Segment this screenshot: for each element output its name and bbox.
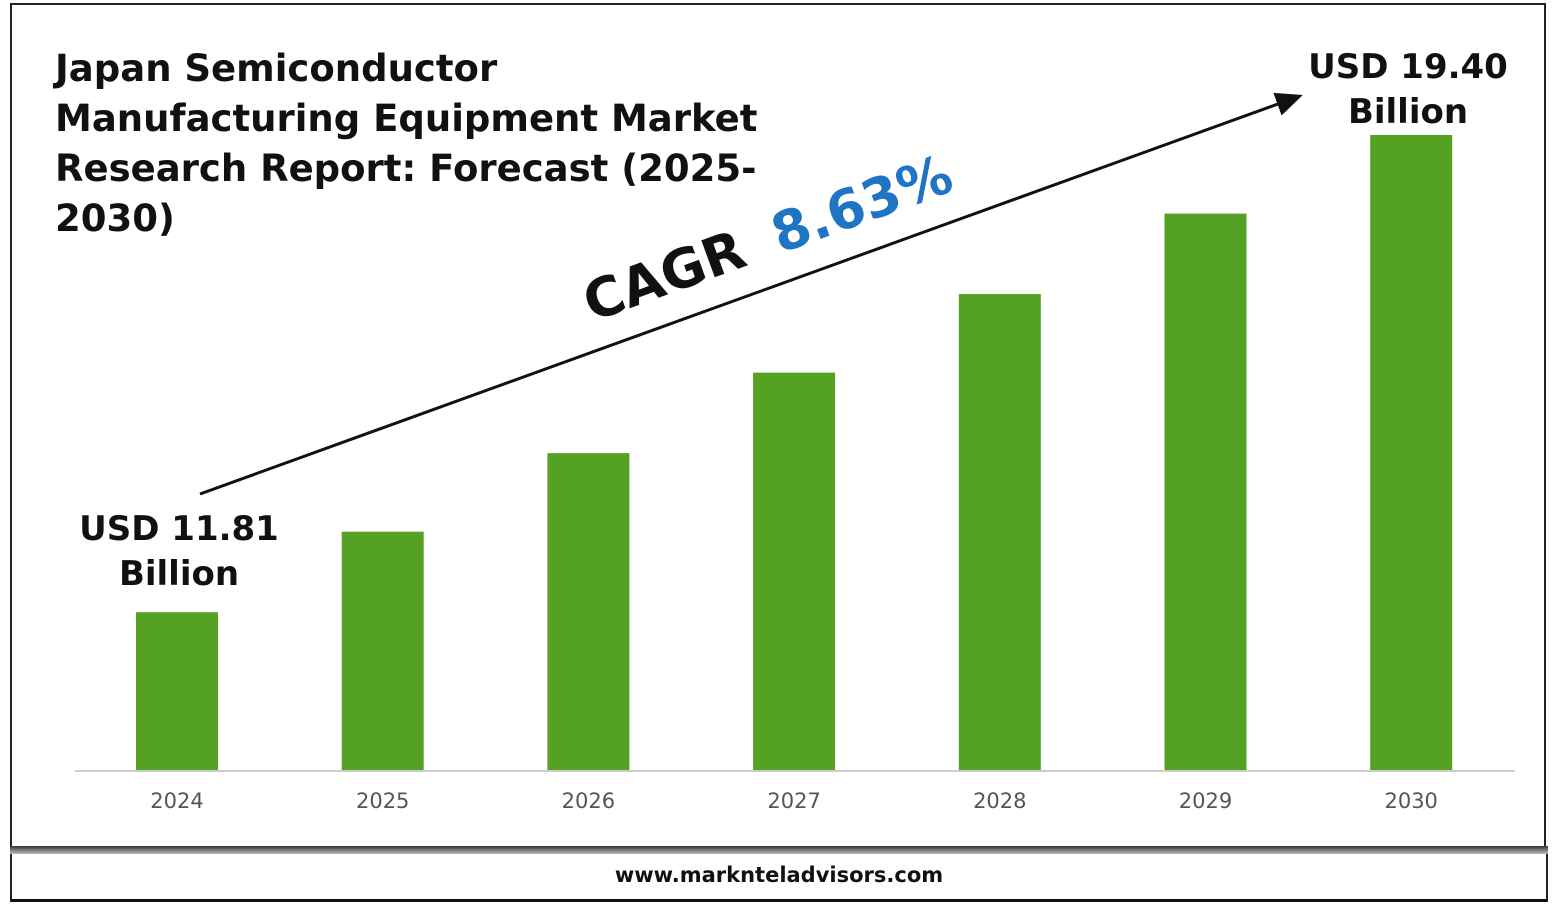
x-tick-label: 2028 <box>973 789 1026 813</box>
footer-divider <box>10 846 1548 854</box>
bar-2025 <box>341 531 424 770</box>
bar-2027 <box>753 372 836 770</box>
x-tick-label: 2024 <box>150 789 203 813</box>
bar-2028 <box>958 294 1041 770</box>
bar-2029 <box>1164 213 1247 770</box>
bar-2026 <box>547 453 630 770</box>
cagr-prefix: CAGR <box>575 218 754 334</box>
bar-2030 <box>1370 135 1453 770</box>
bar-2024 <box>136 612 218 770</box>
cagr-value: 8.63% <box>763 142 961 265</box>
end-value-label-line2: Billion <box>1348 92 1468 132</box>
x-tick-label: 2025 <box>356 789 409 813</box>
end-value-label-line1: USD 19.40 <box>1308 47 1508 87</box>
x-tick-label: 2030 <box>1384 789 1437 813</box>
start-value-label-line1: USD 11.81 <box>79 509 279 549</box>
x-tick-label: 2026 <box>562 789 615 813</box>
growth-arrow <box>199 92 1303 496</box>
start-value-label-line2: Billion <box>119 554 239 594</box>
footer: www.marknteladvisors.com <box>10 854 1548 902</box>
chart-frame <box>10 3 1546 846</box>
x-tick-label: 2027 <box>767 789 820 813</box>
website-link[interactable]: www.marknteladvisors.com <box>614 863 944 887</box>
x-tick-label: 2029 <box>1179 789 1232 813</box>
chart-title: Japan Semiconductor Manufacturing Equipm… <box>55 47 758 240</box>
